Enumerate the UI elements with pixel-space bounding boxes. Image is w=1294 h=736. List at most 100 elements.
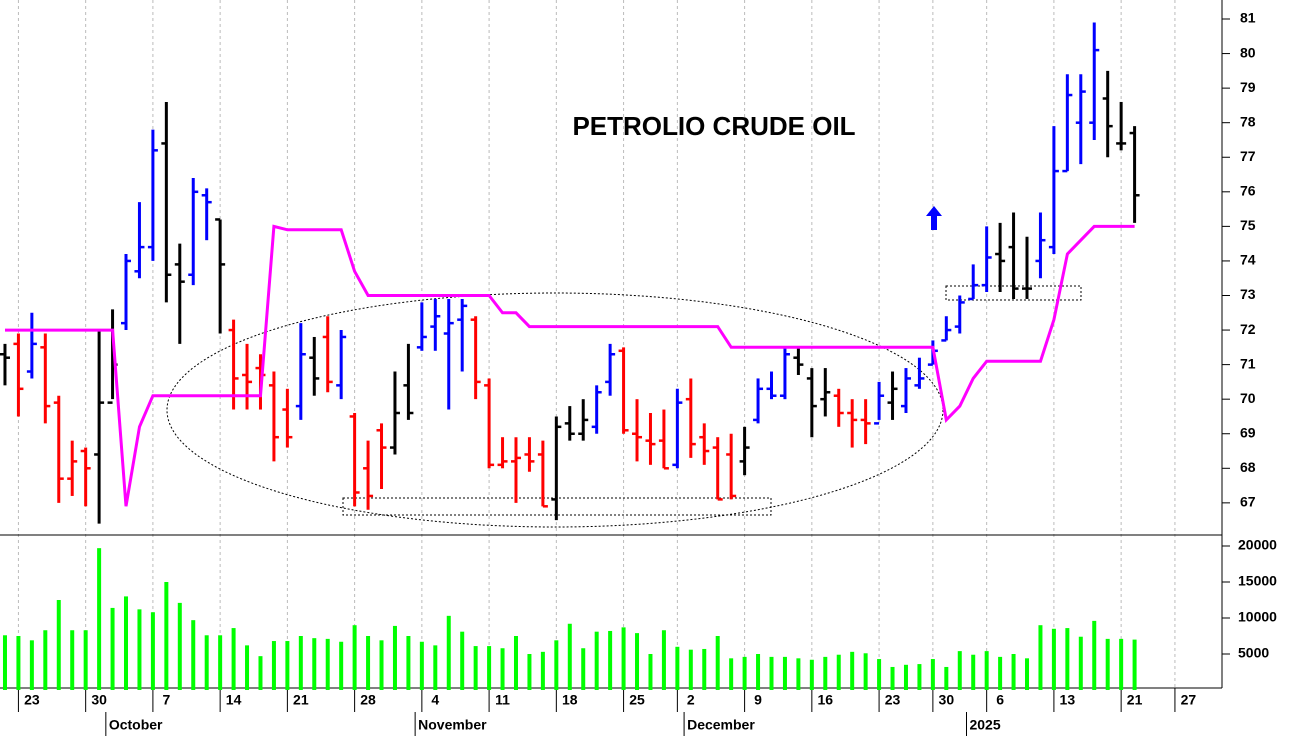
y-tick-label: 5000: [1238, 645, 1269, 661]
month-label: December: [687, 717, 755, 733]
volume-bar: [971, 654, 976, 690]
volume-bar: [70, 630, 75, 690]
volume-bar: [97, 548, 102, 690]
x-tick-label: 2: [687, 692, 695, 708]
volume-bar: [473, 646, 478, 690]
x-tick-label: 28: [360, 692, 376, 708]
volume-bar: [298, 636, 303, 690]
volume-bar: [527, 654, 532, 690]
volume-bar: [809, 659, 814, 690]
volume-bar: [823, 656, 828, 690]
y-tick-label: 81: [1240, 10, 1256, 26]
x-tick-label: 4: [431, 692, 439, 708]
volume-bar: [312, 638, 317, 690]
volume-bar: [890, 666, 895, 690]
volume-bar: [513, 636, 518, 690]
y-tick-label: 68: [1240, 459, 1256, 475]
y-tick-label: 69: [1240, 424, 1256, 440]
volume-bar: [325, 638, 330, 690]
volume-bar: [594, 631, 599, 690]
volume-bar: [836, 654, 841, 690]
y-tick-label: 70: [1240, 390, 1256, 406]
y-tick-label: 73: [1240, 286, 1256, 302]
month-label: November: [418, 717, 487, 733]
volume-bar: [554, 640, 559, 690]
volume-bar: [164, 582, 169, 690]
y-tick-label: 80: [1240, 44, 1256, 60]
volume-bar: [406, 636, 411, 690]
volume-bar: [702, 648, 707, 690]
volume-bar: [231, 628, 236, 690]
volume-bar: [540, 651, 545, 690]
volume-bar: [567, 623, 572, 690]
y-tick-label: 71: [1240, 355, 1256, 371]
volume-bar: [285, 641, 290, 690]
y-tick-label: 72: [1240, 321, 1256, 337]
volume-bar: [352, 625, 357, 690]
x-tick-label: 23: [885, 692, 901, 708]
volume-bar: [661, 630, 666, 690]
volume-bar: [1078, 636, 1083, 690]
volume-bar: [998, 656, 1003, 690]
volume-bar: [177, 602, 182, 690]
grid: [17, 0, 1176, 688]
y-tick-label: 77: [1240, 148, 1256, 164]
volume-bar: [1038, 625, 1043, 690]
volume-bar: [1051, 628, 1056, 690]
volume-bar: [446, 615, 451, 690]
y-tick-label: 20000: [1238, 537, 1277, 553]
chart-title: PETROLIO CRUDE OIL: [572, 111, 855, 141]
volume-bar: [1119, 638, 1124, 690]
volume-bar: [110, 607, 115, 690]
volume-bar: [1011, 654, 1016, 690]
volume-bar: [877, 659, 882, 690]
volume-bar: [715, 636, 720, 690]
volume-bar: [769, 656, 774, 690]
volume-bar: [245, 645, 250, 690]
volume-bar: [392, 625, 397, 690]
x-tick-label: 6: [996, 692, 1004, 708]
volume-bar: [984, 651, 989, 690]
x-tick-label: 21: [293, 692, 309, 708]
stop-line: [5, 224, 1135, 507]
x-tick-label: 25: [629, 692, 645, 708]
x-tick-label: 14: [226, 692, 242, 708]
volume-bar: [930, 659, 935, 690]
volume-bar: [218, 635, 223, 690]
volume-bar: [29, 640, 34, 690]
volume-bar: [339, 641, 344, 690]
volume-bar: [83, 630, 88, 690]
volume-bar: [688, 649, 693, 690]
y-tick-label: 78: [1240, 113, 1256, 129]
x-tick-label: 30: [91, 692, 107, 708]
x-tick-label: 7: [162, 692, 170, 708]
y-tick-label: 74: [1240, 252, 1256, 268]
volume-bar: [1025, 658, 1030, 690]
volume-bar: [271, 641, 276, 690]
volume-bar: [756, 654, 761, 690]
volume-bar: [729, 658, 734, 690]
month-label: 2025: [969, 717, 1000, 733]
volume-bar: [258, 656, 263, 690]
y-tick-label: 76: [1240, 183, 1256, 199]
volume-bar: [419, 641, 424, 690]
volume-bar: [944, 666, 949, 690]
x-tick-label: 27: [1181, 692, 1197, 708]
volume-bar: [1065, 628, 1070, 690]
month-label: October: [109, 717, 163, 733]
volume-bar: [150, 612, 155, 690]
volume-bar: [648, 654, 653, 690]
volume-bar: [500, 648, 505, 690]
volume-bar: [460, 631, 465, 690]
volume-bar: [1105, 638, 1110, 690]
volume-bar: [608, 630, 613, 690]
up-arrow: [926, 206, 942, 230]
x-tick-label: 11: [495, 692, 510, 708]
x-tick-label: 21: [1127, 692, 1143, 708]
volume-bar: [621, 627, 626, 690]
volume-bar: [124, 596, 129, 690]
volume-bar: [366, 636, 371, 690]
volume-bar: [137, 609, 142, 690]
volume-bar: [1132, 639, 1137, 690]
